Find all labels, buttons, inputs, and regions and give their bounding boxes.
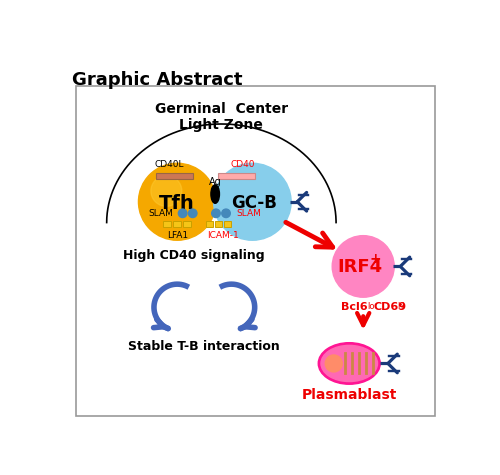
FancyBboxPatch shape — [215, 221, 222, 227]
FancyBboxPatch shape — [206, 221, 213, 227]
Circle shape — [188, 209, 197, 218]
Ellipse shape — [321, 345, 378, 381]
Text: Stable T-B interaction: Stable T-B interaction — [128, 341, 280, 353]
Text: SLAM: SLAM — [148, 209, 174, 218]
FancyBboxPatch shape — [76, 86, 434, 416]
Text: Germinal  Center
Light Zone: Germinal Center Light Zone — [155, 102, 288, 132]
Text: IRF4: IRF4 — [338, 258, 382, 276]
Text: CD69: CD69 — [374, 302, 406, 312]
Circle shape — [212, 209, 220, 218]
Text: CD40: CD40 — [230, 161, 254, 170]
Text: LFA1: LFA1 — [166, 231, 188, 240]
Text: hi: hi — [398, 302, 405, 311]
Text: Ag: Ag — [209, 177, 222, 187]
Text: CD40L: CD40L — [154, 161, 184, 170]
Text: High CD40 signaling: High CD40 signaling — [124, 249, 265, 263]
Text: Tfh: Tfh — [160, 194, 195, 213]
FancyBboxPatch shape — [163, 221, 171, 227]
Ellipse shape — [211, 185, 220, 203]
FancyBboxPatch shape — [156, 172, 192, 180]
Circle shape — [222, 209, 230, 218]
Text: Plasmablast: Plasmablast — [302, 388, 397, 402]
Text: Bcl6: Bcl6 — [342, 302, 368, 312]
Text: Graphic Abstract: Graphic Abstract — [72, 71, 242, 89]
Text: SLAM: SLAM — [236, 209, 261, 218]
Circle shape — [138, 163, 216, 240]
FancyBboxPatch shape — [218, 172, 254, 180]
Circle shape — [332, 236, 394, 297]
Circle shape — [178, 209, 187, 218]
Circle shape — [151, 176, 182, 206]
FancyBboxPatch shape — [224, 221, 232, 227]
FancyBboxPatch shape — [174, 221, 181, 227]
FancyBboxPatch shape — [184, 221, 191, 227]
Text: +: + — [369, 252, 380, 266]
Text: lo: lo — [367, 302, 374, 311]
Ellipse shape — [318, 342, 380, 384]
Text: ICAM-1: ICAM-1 — [207, 231, 239, 240]
Circle shape — [214, 163, 291, 240]
Circle shape — [325, 355, 342, 372]
Text: GC-B: GC-B — [231, 194, 277, 212]
